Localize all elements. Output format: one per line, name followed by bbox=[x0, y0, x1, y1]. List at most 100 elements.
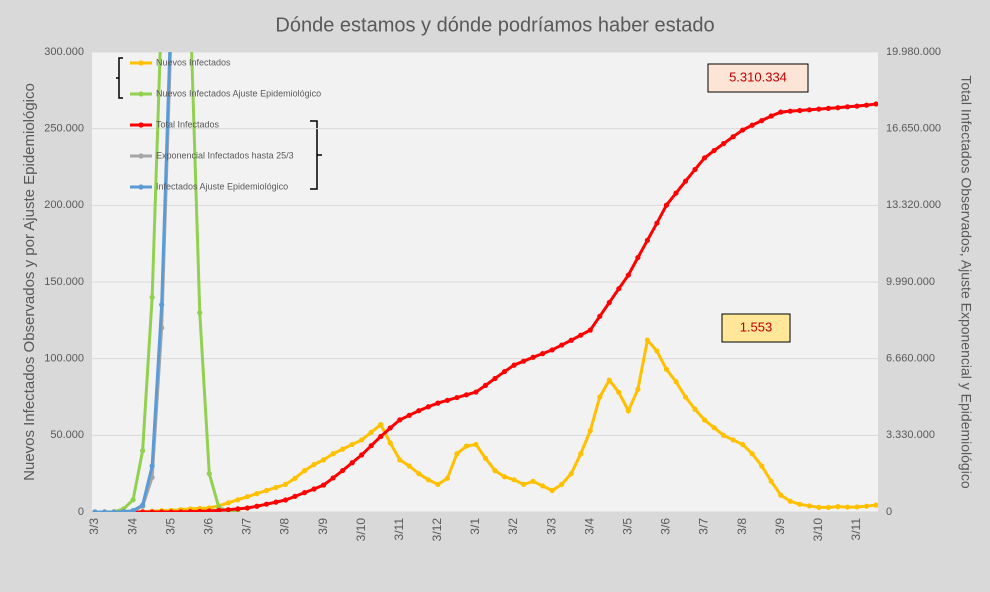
data-point bbox=[340, 467, 346, 474]
data-point bbox=[225, 507, 231, 512]
legend-marker bbox=[138, 60, 144, 66]
data-point bbox=[320, 457, 327, 463]
data-point bbox=[578, 332, 584, 338]
data-point bbox=[435, 400, 441, 406]
data-point bbox=[311, 461, 317, 468]
data-point bbox=[511, 362, 517, 368]
annotation-box bbox=[721, 313, 791, 343]
data-point bbox=[692, 406, 698, 412]
y-tick-label: 0 bbox=[78, 506, 84, 518]
series-line bbox=[95, 52, 238, 512]
data-point bbox=[825, 105, 831, 112]
data-point bbox=[673, 379, 679, 385]
data-point bbox=[597, 313, 603, 319]
data-point bbox=[330, 451, 336, 457]
data-point bbox=[701, 155, 708, 161]
data-point bbox=[168, 509, 174, 512]
y2-tick-label: 6.660.000 bbox=[886, 353, 935, 365]
y2-tick-label: 16.650.000 bbox=[886, 123, 941, 135]
data-point bbox=[578, 451, 584, 457]
data-point bbox=[625, 408, 631, 414]
data-point bbox=[787, 498, 793, 504]
data-point bbox=[606, 299, 612, 306]
data-point bbox=[349, 441, 355, 448]
annotation: 1.553 bbox=[740, 319, 773, 334]
y2-tick-label: 13.320.000 bbox=[886, 199, 941, 211]
data-point bbox=[444, 397, 451, 403]
data-point bbox=[559, 481, 565, 487]
data-point bbox=[787, 108, 793, 114]
data-point bbox=[835, 504, 841, 510]
data-point bbox=[501, 474, 508, 480]
plot bbox=[92, 52, 878, 512]
data-point bbox=[244, 494, 250, 500]
y2-tick-label: 3.330.000 bbox=[886, 429, 935, 441]
data-point bbox=[740, 441, 746, 448]
data-point bbox=[473, 441, 479, 448]
x-tick-label: 3/11 bbox=[392, 518, 406, 541]
data-point bbox=[854, 504, 860, 510]
data-point bbox=[663, 366, 670, 372]
y-tick-label: 100.000 bbox=[44, 353, 84, 365]
data-point bbox=[663, 202, 670, 208]
data-point bbox=[130, 497, 136, 503]
data-point bbox=[473, 389, 479, 395]
data-point bbox=[749, 122, 755, 128]
data-point bbox=[292, 493, 298, 499]
legend-label: Total Infectados bbox=[156, 119, 220, 129]
data-point bbox=[387, 440, 393, 446]
data-point bbox=[520, 358, 527, 364]
data-point bbox=[730, 437, 736, 443]
data-point bbox=[130, 508, 136, 512]
data-point bbox=[263, 501, 270, 507]
data-point bbox=[425, 404, 431, 410]
data-point bbox=[378, 433, 384, 440]
legend-label: Nuevos Infectados bbox=[156, 57, 231, 67]
data-point bbox=[844, 104, 851, 110]
y-tick-label: 200.000 bbox=[44, 199, 84, 211]
data-point bbox=[559, 342, 565, 348]
data-point bbox=[587, 327, 593, 333]
data-point bbox=[768, 113, 774, 119]
data-point bbox=[378, 422, 384, 428]
data-point bbox=[435, 481, 441, 487]
y-tick-label: 150.000 bbox=[44, 276, 84, 288]
y2-tick-label: 0 bbox=[886, 506, 892, 518]
x-tick-label: 3/5 bbox=[621, 518, 635, 535]
data-point bbox=[311, 486, 317, 492]
legend-marker bbox=[138, 184, 144, 190]
data-point bbox=[140, 502, 146, 508]
x-tick-label: 3/6 bbox=[659, 518, 673, 535]
data-point bbox=[835, 105, 841, 111]
data-point bbox=[816, 106, 822, 112]
data-point bbox=[349, 460, 355, 466]
data-point bbox=[721, 141, 727, 147]
data-point bbox=[635, 386, 641, 392]
data-point bbox=[759, 118, 765, 124]
legend-marker bbox=[138, 122, 144, 128]
data-point bbox=[120, 509, 127, 512]
data-point bbox=[454, 451, 460, 457]
x-tick-label: 3/7 bbox=[697, 518, 711, 535]
data-point bbox=[397, 457, 403, 463]
data-point bbox=[863, 503, 870, 509]
data-point bbox=[540, 483, 546, 489]
x-tick-label: 3/12 bbox=[430, 518, 444, 542]
data-point bbox=[530, 354, 536, 360]
x-tick-label: 3/9 bbox=[316, 518, 330, 535]
data-point bbox=[463, 443, 470, 449]
data-point bbox=[844, 504, 851, 510]
legend-bracket bbox=[116, 57, 123, 99]
data-point bbox=[406, 412, 412, 418]
data-point bbox=[863, 102, 870, 108]
data-point bbox=[206, 508, 212, 512]
y-tick-label: 250.000 bbox=[44, 123, 84, 135]
annotation: 5.310.334 bbox=[729, 69, 787, 84]
legend-label: Infectados Ajuste Epidemiológico bbox=[156, 181, 288, 191]
data-point bbox=[254, 491, 260, 497]
y2-tick-label: 9.990.000 bbox=[886, 276, 935, 288]
data-point bbox=[330, 475, 336, 481]
data-point bbox=[482, 382, 489, 388]
x-tick-label: 3/9 bbox=[773, 518, 787, 535]
